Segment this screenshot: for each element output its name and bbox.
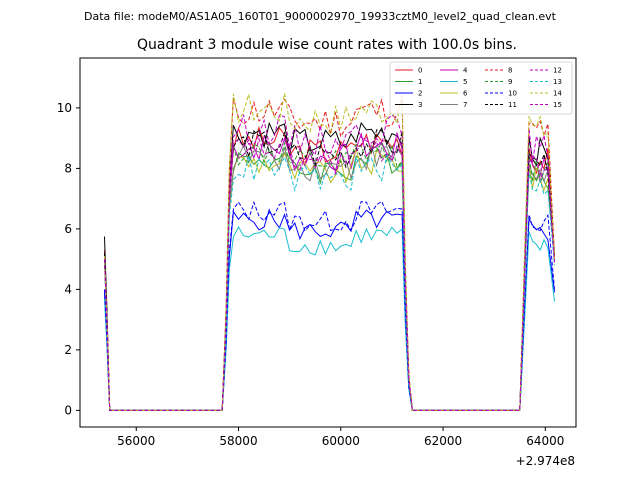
y-tick-label: 8: [64, 161, 72, 175]
y-tick-label: 2: [64, 343, 72, 357]
legend-label-5: 5: [463, 78, 467, 86]
y-tick-label: 4: [64, 282, 72, 296]
plot-frame: [79, 57, 577, 428]
legend-label-7: 7: [463, 101, 467, 109]
x-offset-label: +2.974e8: [516, 454, 575, 468]
series-line-12: [104, 114, 555, 411]
y-tick-label: 6: [64, 222, 72, 236]
series-line-15: [104, 135, 555, 411]
legend-label-14: 14: [553, 90, 562, 98]
series-line-7: [104, 140, 555, 411]
x-tick-label: 58000: [219, 434, 257, 448]
x-tick-label: 56000: [117, 434, 155, 448]
x-tick-label: 62000: [424, 434, 462, 448]
chart-title: Quadrant 3 module wise count rates with …: [137, 37, 517, 53]
legend-label-11: 11: [508, 101, 517, 109]
series-line-2: [104, 208, 555, 411]
legend-label-10: 10: [508, 90, 517, 98]
plot-area: [104, 91, 555, 411]
series-line-5: [104, 225, 555, 411]
legend-label-1: 1: [418, 78, 422, 86]
legend-label-8: 8: [508, 67, 512, 75]
series-line-11: [104, 129, 555, 411]
series-line-6: [104, 147, 555, 411]
legend-label-0: 0: [418, 67, 422, 75]
series-line-13: [104, 154, 555, 411]
legend-label-9: 9: [508, 78, 512, 86]
series-line-9: [104, 141, 555, 411]
series-line-1: [104, 146, 555, 411]
legend-box: [389, 61, 573, 115]
legend-label-3: 3: [418, 101, 422, 109]
series-line-8: [104, 97, 555, 411]
y-tick-label: 0: [64, 403, 72, 417]
legend-label-13: 13: [553, 78, 562, 86]
legend-label-2: 2: [418, 90, 422, 98]
series-line-14: [104, 91, 555, 411]
legend-label-6: 6: [463, 90, 468, 98]
series-line-0: [104, 125, 555, 411]
y-tick-label: 10: [57, 101, 72, 115]
x-tick-label: 60000: [322, 434, 360, 448]
x-tick-label: 64000: [526, 434, 564, 448]
legend-label-4: 4: [463, 67, 468, 75]
legend-label-15: 15: [553, 101, 562, 109]
chart-suptitle: Data file: modeM0/AS1A05_160T01_90000029…: [84, 10, 557, 23]
series-line-4: [104, 131, 555, 411]
series-line-10: [104, 200, 555, 411]
legend-label-12: 12: [553, 67, 562, 75]
